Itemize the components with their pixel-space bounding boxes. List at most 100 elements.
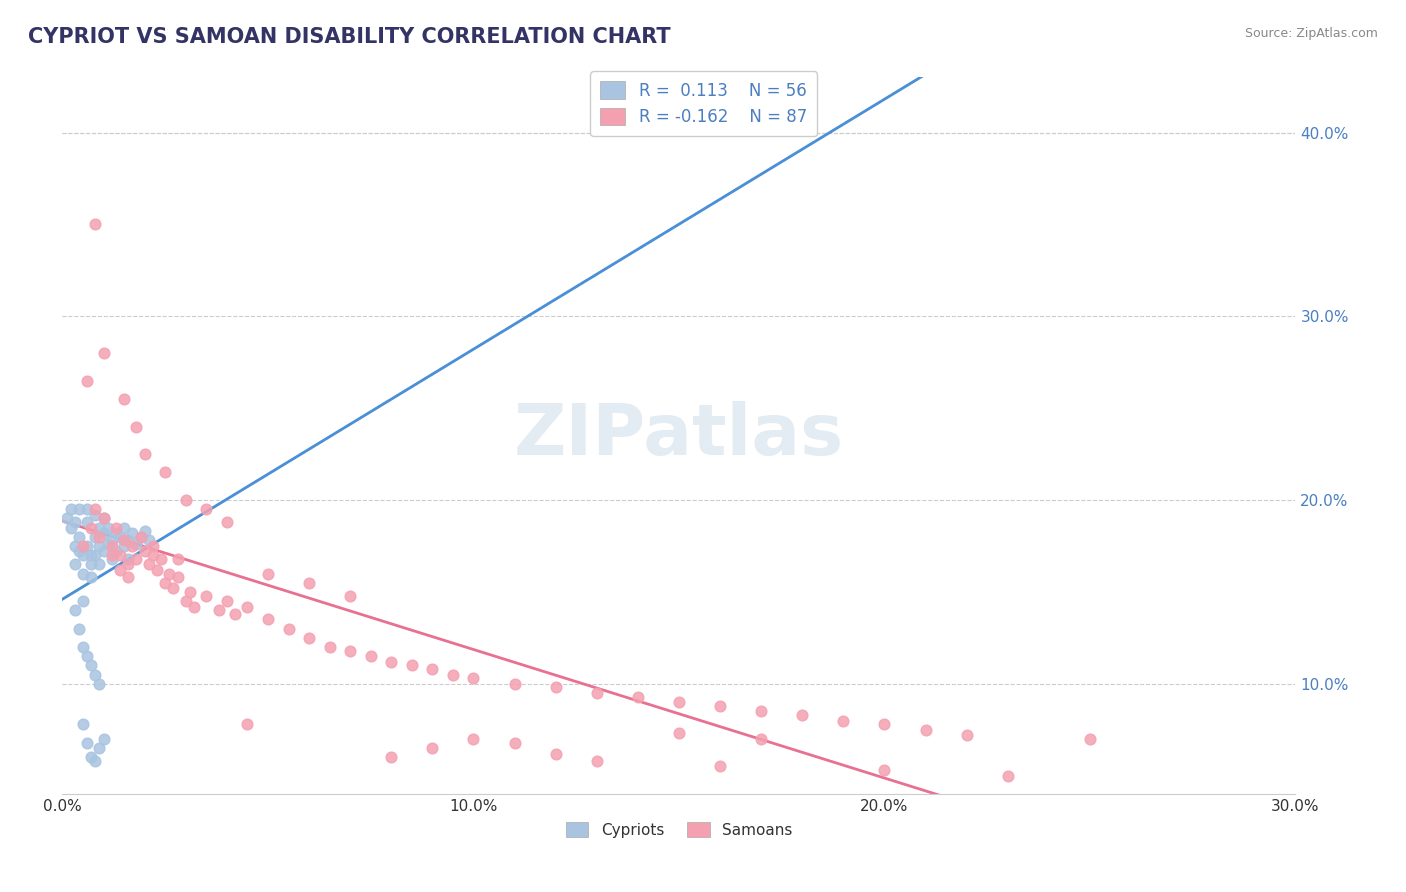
- Point: [72, 548, 94, 562]
- Point: [463, 671, 485, 685]
- Point: [80, 750, 103, 764]
- Point: [76, 374, 98, 388]
- Point: [93, 346, 115, 360]
- Point: [67, 622, 90, 636]
- Point: [668, 726, 690, 740]
- Point: [80, 548, 103, 562]
- Point: [257, 612, 280, 626]
- Point: [72, 594, 94, 608]
- Point: [298, 575, 321, 590]
- Point: [112, 520, 135, 534]
- Point: [463, 731, 485, 746]
- Point: [585, 754, 607, 768]
- Point: [80, 520, 103, 534]
- Point: [72, 539, 94, 553]
- Point: [585, 686, 607, 700]
- Point: [166, 551, 188, 566]
- Point: [84, 548, 107, 562]
- Point: [84, 530, 107, 544]
- Point: [112, 533, 135, 548]
- Point: [627, 690, 650, 704]
- Point: [166, 570, 188, 584]
- Point: [195, 589, 218, 603]
- Point: [422, 662, 444, 676]
- Point: [709, 698, 731, 713]
- Point: [63, 558, 86, 572]
- Point: [195, 502, 218, 516]
- Point: [832, 714, 855, 728]
- Point: [749, 704, 772, 718]
- Point: [155, 575, 177, 590]
- Point: [134, 544, 156, 558]
- Point: [117, 558, 139, 572]
- Point: [956, 728, 979, 742]
- Point: [298, 631, 321, 645]
- Point: [63, 603, 86, 617]
- Point: [360, 649, 382, 664]
- Point: [112, 392, 135, 406]
- Point: [339, 643, 361, 657]
- Point: [134, 447, 156, 461]
- Point: [401, 658, 423, 673]
- Point: [318, 640, 340, 654]
- Point: [277, 622, 299, 636]
- Point: [339, 589, 361, 603]
- Point: [162, 581, 184, 595]
- Point: [174, 493, 197, 508]
- Point: [84, 667, 107, 681]
- Point: [125, 419, 148, 434]
- Point: [84, 508, 107, 522]
- Point: [67, 502, 90, 516]
- Point: [101, 539, 124, 553]
- Point: [873, 763, 896, 777]
- Point: [76, 735, 98, 749]
- Point: [93, 511, 115, 525]
- Point: [236, 599, 259, 614]
- Point: [215, 515, 238, 529]
- Point: [134, 524, 156, 539]
- Point: [89, 558, 111, 572]
- Point: [709, 759, 731, 773]
- Point: [72, 640, 94, 654]
- Point: [117, 551, 139, 566]
- Point: [80, 558, 103, 572]
- Point: [89, 530, 111, 544]
- Point: [174, 594, 197, 608]
- Point: [544, 681, 567, 695]
- Point: [72, 717, 94, 731]
- Point: [89, 520, 111, 534]
- Point: [544, 747, 567, 761]
- Point: [117, 533, 139, 548]
- Point: [76, 649, 98, 664]
- Point: [142, 548, 165, 562]
- Point: [129, 530, 152, 544]
- Point: [380, 750, 402, 764]
- Point: [89, 539, 111, 553]
- Point: [503, 735, 526, 749]
- Point: [63, 515, 86, 529]
- Point: [67, 544, 90, 558]
- Point: [792, 708, 814, 723]
- Point: [224, 607, 246, 621]
- Point: [125, 551, 148, 566]
- Point: [208, 603, 231, 617]
- Point: [138, 533, 160, 548]
- Point: [97, 520, 120, 534]
- Point: [121, 526, 143, 541]
- Point: [59, 502, 82, 516]
- Point: [93, 526, 115, 541]
- Point: [236, 717, 259, 731]
- Point: [76, 539, 98, 553]
- Point: [914, 723, 936, 737]
- Point: [183, 599, 205, 614]
- Point: [80, 658, 103, 673]
- Point: [668, 695, 690, 709]
- Point: [104, 526, 127, 541]
- Point: [76, 502, 98, 516]
- Point: [142, 539, 165, 553]
- Point: [155, 466, 177, 480]
- Point: [257, 566, 280, 581]
- Point: [112, 539, 135, 553]
- Point: [104, 520, 127, 534]
- Point: [76, 515, 98, 529]
